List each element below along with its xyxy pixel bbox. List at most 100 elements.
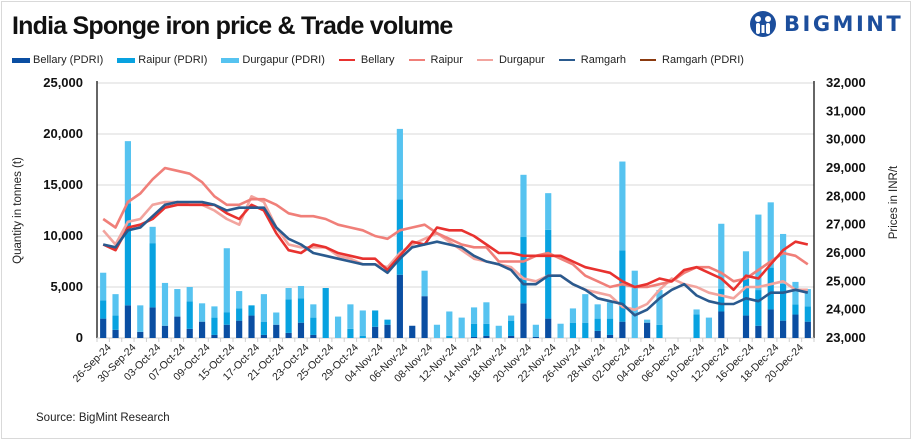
bar-durgapur-pdri <box>508 315 515 321</box>
bar-bellary-pdri <box>742 315 750 338</box>
y-tick-label: 0 <box>76 330 83 345</box>
bar-raipur-pdri <box>124 203 131 306</box>
bar-durgapur-pdri <box>112 294 119 316</box>
bar-durgapur-pdri <box>310 304 317 318</box>
legend-item: Bellary (PDRI) <box>12 54 103 66</box>
legend-swatch <box>408 59 425 61</box>
bar-raipur-pdri <box>186 301 193 329</box>
bar-durgapur-pdri <box>532 324 539 337</box>
bar-raipur-pdri <box>508 320 515 336</box>
chart-title: India Sponge iron price & Trade volume <box>12 12 453 40</box>
y2-tick-label: 28,000 <box>826 188 866 203</box>
bar-durgapur-pdri <box>236 291 243 309</box>
bar-raipur-pdri <box>396 199 403 275</box>
bar-bellary-pdri <box>483 335 490 338</box>
bar-raipur-pdri <box>322 288 329 338</box>
bar-bellary-pdri <box>236 320 243 338</box>
y2-tick-label: 31,000 <box>826 103 866 118</box>
bar-durgapur-pdri <box>594 304 601 319</box>
bar-bellary-pdri <box>174 316 181 338</box>
bar-bellary-pdri <box>384 324 391 338</box>
bar-raipur-pdri <box>792 304 799 315</box>
bar-bellary-pdri <box>718 311 725 338</box>
y-tick-label: 20,000 <box>43 126 83 141</box>
bar-durgapur-pdri <box>545 193 552 230</box>
legend-label: Bellary <box>360 54 395 66</box>
chart-legend: Bellary (PDRI) Raipur (PDRI) Durgapur (PDR… <box>12 54 758 66</box>
bar-durgapur-pdri <box>557 323 564 338</box>
bar-raipur-pdri <box>606 318 614 335</box>
bar-raipur-pdri <box>483 323 490 336</box>
bar-raipur-pdri <box>112 315 119 330</box>
y2-axis-title: Prices in INR/t <box>888 165 900 239</box>
legend-swatch <box>221 57 240 63</box>
y2-tick-label: 29,000 <box>826 160 866 175</box>
bar-bellary-pdri <box>755 325 762 338</box>
bar-bellary-pdri <box>780 320 787 338</box>
bar-durgapur-pdri <box>718 223 725 290</box>
bar-bellary-pdri <box>409 325 416 338</box>
y-tick-label: 10,000 <box>43 228 83 243</box>
bar-durgapur-pdri <box>619 161 626 251</box>
bar-durgapur-pdri <box>396 128 403 200</box>
source-note: Source: BigMint Research <box>36 412 170 424</box>
bar-durgapur-pdri <box>606 302 614 319</box>
legend-swatch <box>12 57 30 63</box>
bar-bellary-pdri <box>619 321 626 338</box>
bar-bellary-pdri <box>285 332 292 338</box>
legend-item: Ramgarh <box>558 54 626 66</box>
bar-raipur-pdri <box>260 321 267 335</box>
bar-durgapur-pdri <box>198 303 206 322</box>
bar-durgapur-pdri <box>433 324 441 338</box>
bar-durgapur-pdri <box>569 308 577 323</box>
bar-bellary-pdri <box>161 325 169 338</box>
bar-bellary-pdri <box>508 335 515 338</box>
bar-durgapur-pdri <box>495 325 502 338</box>
bar-durgapur-pdri <box>285 288 292 300</box>
bar-bellary-pdri <box>198 321 206 338</box>
bar-durgapur-pdri <box>767 202 774 268</box>
y-axis-title: Quantity in tonnes (t) <box>12 157 24 264</box>
bar-durgapur-pdri <box>470 307 478 324</box>
y2-tick-label: 30,000 <box>826 132 866 147</box>
bar-durgapur-pdri <box>693 309 700 315</box>
legend-label: Raipur (PDRI) <box>138 54 208 66</box>
y2-tick-label: 23,000 <box>826 330 866 345</box>
bar-bellary-pdri <box>396 274 403 338</box>
bar-bellary-pdri <box>273 324 280 338</box>
bar-bellary-pdri <box>112 329 119 338</box>
bar-bellary-pdri <box>223 324 230 338</box>
bar-durgapur-pdri <box>297 285 305 299</box>
bar-durgapur-pdri <box>792 281 799 305</box>
bar-bellary-pdri <box>149 307 156 338</box>
bar-durgapur-pdri <box>186 287 193 302</box>
bar-bellary-pdri <box>297 322 305 338</box>
bar-raipur-pdri <box>619 250 626 322</box>
bar-durgapur-pdri <box>446 311 453 336</box>
y-tick-label: 15,000 <box>43 177 83 192</box>
bar-bellary-pdri <box>545 318 552 338</box>
bar-bellary-pdri <box>606 334 614 338</box>
bar-durgapur-pdri <box>174 289 181 317</box>
bar-bellary-pdri <box>260 334 267 338</box>
bar-raipur-pdri <box>594 318 601 331</box>
legend-label: Bellary (PDRI) <box>33 54 104 66</box>
bar-durgapur-pdri <box>334 316 342 338</box>
bar-raipur-pdri <box>545 229 552 319</box>
line-raipur <box>102 166 809 289</box>
bar-raipur-pdri <box>804 306 811 322</box>
bar-bellary-pdri <box>804 321 811 338</box>
bar-durgapur-pdri <box>260 294 267 322</box>
y2-tick-label: 32,000 <box>826 75 866 90</box>
bar-raipur-pdri <box>767 267 774 310</box>
bar-durgapur-pdri <box>273 312 280 325</box>
bar-durgapur-pdri <box>755 214 762 291</box>
y2-tick-label: 27,000 <box>826 217 866 232</box>
legend-item: Durgapur (PDRI) <box>221 54 325 66</box>
bar-raipur-pdri <box>384 319 391 325</box>
bar-bellary-pdri <box>644 322 651 338</box>
y2-tick-label: 24,000 <box>826 302 866 317</box>
bar-durgapur-pdri <box>458 317 465 338</box>
